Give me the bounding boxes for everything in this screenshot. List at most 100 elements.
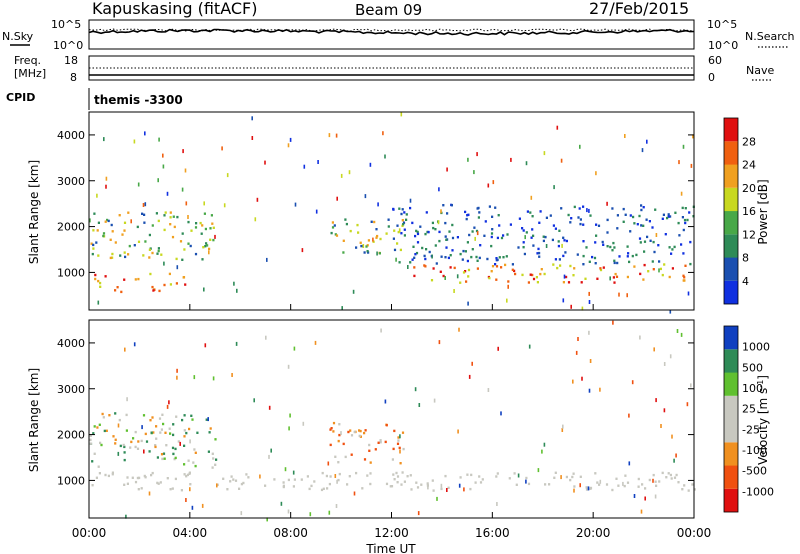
velocity-colorbar-tick: -25 xyxy=(742,423,760,436)
velocity-scatter-cell xyxy=(440,483,443,488)
velocity-scatter-cell xyxy=(126,397,128,402)
power-cell xyxy=(461,258,464,261)
velocity-cell xyxy=(390,485,394,488)
velocity-cell xyxy=(123,483,126,486)
freq-left-tick-bottom: 8 xyxy=(70,71,77,84)
power-cell xyxy=(373,220,376,224)
velocity-cell xyxy=(155,425,158,428)
power-cell xyxy=(465,217,468,221)
power-cell xyxy=(414,234,417,238)
power-cell xyxy=(582,223,585,226)
power-cell xyxy=(542,239,545,243)
power-scatter-cell xyxy=(437,220,440,225)
power-cell xyxy=(491,265,495,268)
power-cell xyxy=(682,274,685,277)
velocity-cell xyxy=(544,483,547,486)
power-cell xyxy=(398,261,401,264)
velocity-cell xyxy=(144,476,147,479)
power-cell xyxy=(643,263,646,267)
velocity-cell xyxy=(644,487,647,490)
power-colorbar-tick: 4 xyxy=(742,275,749,288)
power-cell xyxy=(465,280,468,283)
velocity-scatter-cell xyxy=(287,509,290,514)
power-cell xyxy=(438,230,441,234)
velocity-scatter-cell xyxy=(327,461,330,466)
power-cell xyxy=(498,256,501,259)
power-scatter-cell xyxy=(400,112,403,117)
velocity-scatter-cell xyxy=(179,441,181,446)
velocity-cell xyxy=(377,441,380,444)
power-scatter-cell xyxy=(372,237,374,242)
power-cell xyxy=(107,219,110,223)
power-cell xyxy=(171,235,175,239)
power-cell xyxy=(652,268,655,271)
velocity-cell xyxy=(459,476,462,479)
velocity-cell xyxy=(160,453,164,456)
power-cell xyxy=(397,230,400,234)
power-cell xyxy=(424,232,427,236)
power-y-axis-label: Slant Range [km] xyxy=(27,160,41,264)
power-scatter-cell xyxy=(137,182,140,187)
power-scatter-cell xyxy=(692,134,694,139)
power-cell xyxy=(450,204,453,207)
velocity-cell xyxy=(196,431,199,434)
velocity-cell xyxy=(571,475,574,479)
power-cell xyxy=(158,289,161,293)
power-cell xyxy=(615,275,619,278)
velocity-cell xyxy=(150,431,153,434)
velocity-cell xyxy=(401,431,405,434)
power-cell xyxy=(169,223,172,226)
power-cell xyxy=(415,229,418,233)
power-cell xyxy=(97,221,100,224)
power-scatter-cell xyxy=(506,298,508,303)
power-cell xyxy=(366,250,369,253)
velocity-scatter-cell xyxy=(207,417,209,422)
velocity-cell xyxy=(216,483,219,486)
velocity-cell xyxy=(172,433,175,437)
power-scatter-cell xyxy=(97,300,100,305)
power-colorbar-segment xyxy=(724,164,738,188)
velocity-scatter-cell xyxy=(176,368,178,373)
power-cell xyxy=(464,210,467,214)
velocity-cell xyxy=(300,478,303,481)
velocity-cell xyxy=(111,473,114,476)
power-cell xyxy=(669,215,672,218)
power-scatter-cell xyxy=(96,193,98,198)
velocity-scatter-cell xyxy=(560,475,562,480)
velocity-cell xyxy=(222,477,225,480)
velocity-cell xyxy=(118,418,121,422)
velocity-cell xyxy=(596,481,599,484)
velocity-scatter-cell xyxy=(579,483,581,488)
velocity-scatter-cell xyxy=(240,511,243,516)
power-y-ticks: 1000 2000 3000 4000 xyxy=(57,129,694,279)
power-cell xyxy=(109,256,112,260)
velocity-cell xyxy=(665,476,668,479)
power-cell xyxy=(506,233,509,236)
velocity-cell xyxy=(111,471,114,474)
velocity-cell xyxy=(161,457,164,461)
power-cell xyxy=(120,290,123,294)
velocity-cell xyxy=(338,433,341,437)
velocity-cell xyxy=(369,461,372,464)
velocity-cell xyxy=(140,487,143,490)
power-cell xyxy=(663,263,666,266)
power-cell xyxy=(116,286,119,289)
power-cell xyxy=(629,230,632,233)
velocity-cell xyxy=(397,439,400,442)
velocity-scatter-cell xyxy=(528,344,531,349)
power-cell xyxy=(403,234,406,237)
power-scatter-cell xyxy=(223,203,226,208)
power-scatter-cell xyxy=(398,228,401,233)
power-scatter-cell xyxy=(456,274,459,279)
velocity-scatter-cell xyxy=(457,429,459,434)
velocity-cell xyxy=(174,447,177,451)
power-cell xyxy=(601,240,604,244)
power-cell xyxy=(356,223,359,227)
velocity-cell xyxy=(191,418,194,421)
velocity-cell xyxy=(148,450,151,453)
power-cell xyxy=(365,245,368,248)
power-cell xyxy=(427,230,430,234)
velocity-cell xyxy=(385,482,389,486)
velocity-cell xyxy=(188,427,191,431)
power-cell xyxy=(613,281,616,284)
